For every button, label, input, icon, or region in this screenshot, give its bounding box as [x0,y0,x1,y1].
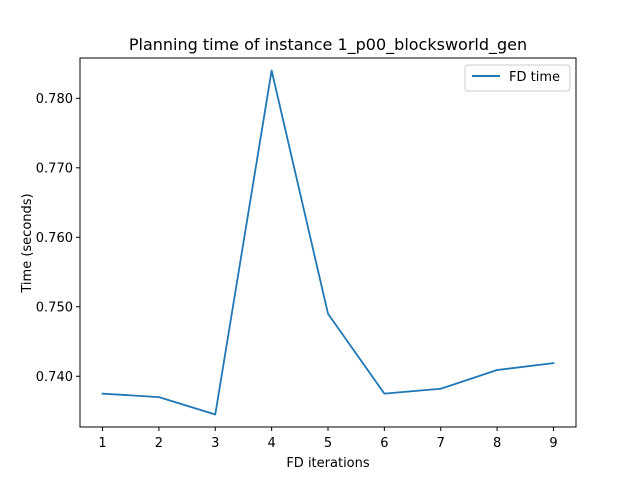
legend-box [464,64,571,92]
x-tick-label: 8 [493,436,501,451]
x-axis-label: FD iterations [286,456,370,471]
plot-area [79,57,577,428]
y-axis-label: Time (seconds) [20,193,35,293]
x-tick-label: 4 [267,436,275,451]
x-tick-label: 1 [98,436,106,451]
y-tick-label: 0.780 [36,92,73,107]
legend: FD time [464,64,571,92]
x-tick-label: 7 [437,436,445,451]
x-tick-label: 3 [211,436,219,451]
y-axis: 0.740 0.750 0.760 0.770 0.780 [36,92,80,385]
series-layer [101,69,555,416]
y-tick-label: 0.770 [36,161,73,176]
x-tick-label: 6 [380,436,388,451]
y-tick-label: 0.760 [36,231,73,246]
x-tick-label: 5 [324,436,332,451]
chart-title: Planning time of instance 1_p00_blockswo… [129,35,527,55]
x-axis: 1 2 3 4 5 6 7 8 9 [98,427,558,451]
x-tick-label: 9 [549,436,557,451]
y-tick-label: 0.740 [36,370,73,385]
y-tick-label: 0.750 [36,300,73,315]
x-tick-label: 2 [155,436,163,451]
legend-label: FD time [509,70,560,85]
series-line-fd-time [101,69,555,416]
